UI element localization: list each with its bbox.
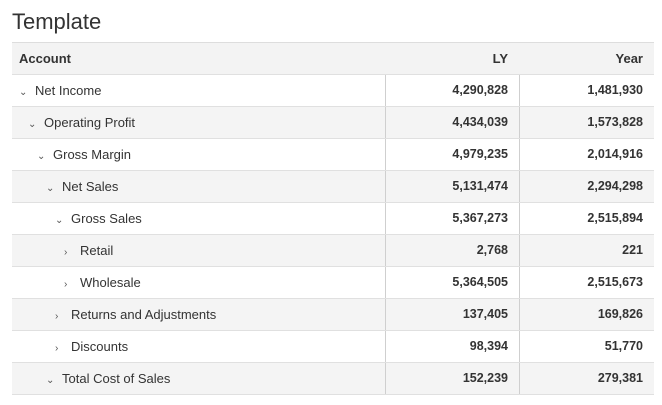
year-value: 279,381 [519, 363, 654, 394]
chevron-right-icon[interactable]: › [64, 247, 68, 258]
table-row[interactable]: ⌄ Net Income 4,290,828 1,481,930 [12, 75, 654, 107]
table-row[interactable]: ⌄ Net Sales 5,131,474 2,294,298 [12, 171, 654, 203]
account-cell: ⌄ Total Cost of Sales [12, 363, 385, 394]
table-row[interactable]: › Wholesale 5,364,505 2,515,673 [12, 267, 654, 299]
header-account[interactable]: Account [19, 51, 71, 66]
ly-value: 5,131,474 [385, 171, 519, 202]
year-value: 2,294,298 [519, 171, 654, 202]
account-cell: ⌄ Net Sales [12, 171, 385, 202]
table-row[interactable]: ⌄ Gross Sales 5,367,273 2,515,894 [12, 203, 654, 235]
chevron-down-icon[interactable]: ⌄ [46, 183, 55, 194]
ly-value: 5,367,273 [385, 203, 519, 234]
account-label: Returns and Adjustments [71, 307, 217, 322]
account-grid: Account LY Year ⌄ Net Income 4,290,828 1,… [12, 42, 654, 395]
year-value: 2,515,673 [519, 267, 654, 298]
account-cell: ⌄ Gross Margin [12, 139, 385, 170]
account-label: Retail [80, 243, 114, 258]
table-row[interactable]: ⌄ Total Cost of Sales 152,239 279,381 [12, 363, 654, 395]
header-ly[interactable]: LY [492, 51, 508, 66]
account-label: Discounts [71, 339, 129, 354]
account-label: Wholesale [80, 275, 141, 290]
account-label: Operating Profit [44, 115, 136, 130]
chevron-down-icon[interactable]: ⌄ [46, 375, 55, 386]
chevron-down-icon[interactable]: ⌄ [28, 119, 37, 130]
ly-value: 152,239 [385, 363, 519, 394]
table-row[interactable]: › Retail 2,768 221 [12, 235, 654, 267]
table-row[interactable]: › Discounts 98,394 51,770 [12, 331, 654, 363]
ly-value: 98,394 [385, 331, 519, 362]
table-row[interactable]: › Returns and Adjustments 137,405 169,826 [12, 299, 654, 331]
account-cell: ⌄ Operating Profit [12, 107, 385, 138]
chevron-right-icon[interactable]: › [64, 279, 68, 290]
chevron-down-icon[interactable]: ⌄ [19, 87, 28, 98]
account-label: Total Cost of Sales [62, 371, 171, 386]
page-title: Template [12, 9, 102, 34]
account-label: Gross Sales [71, 211, 142, 226]
year-value: 2,515,894 [519, 203, 654, 234]
account-cell: › Wholesale [12, 267, 385, 298]
header-year[interactable]: Year [615, 51, 643, 66]
account-cell: › Returns and Adjustments [12, 299, 385, 330]
account-cell: › Retail [12, 235, 385, 266]
ly-value: 137,405 [385, 299, 519, 330]
grid-header-row: Account LY Year [12, 43, 654, 75]
account-label: Net Sales [62, 179, 119, 194]
chevron-right-icon[interactable]: › [55, 343, 59, 354]
chevron-right-icon[interactable]: › [55, 311, 59, 322]
chevron-down-icon[interactable]: ⌄ [55, 215, 64, 226]
table-row[interactable]: ⌄ Operating Profit 4,434,039 1,573,828 [12, 107, 654, 139]
ly-value: 4,290,828 [385, 75, 519, 106]
ly-value: 4,979,235 [385, 139, 519, 170]
ly-value: 5,364,505 [385, 267, 519, 298]
account-label: Net Income [35, 83, 102, 98]
year-value: 169,826 [519, 299, 654, 330]
account-cell: ⌄ Gross Sales [12, 203, 385, 234]
year-value: 221 [519, 235, 654, 266]
year-value: 1,481,930 [519, 75, 654, 106]
table-row[interactable]: ⌄ Gross Margin 4,979,235 2,014,916 [12, 139, 654, 171]
year-value: 1,573,828 [519, 107, 654, 138]
account-label: Gross Margin [53, 147, 132, 162]
year-value: 51,770 [519, 331, 654, 362]
ly-value: 2,768 [385, 235, 519, 266]
chevron-down-icon[interactable]: ⌄ [37, 151, 46, 162]
account-cell: › Discounts [12, 331, 385, 362]
ly-value: 4,434,039 [385, 107, 519, 138]
account-cell: ⌄ Net Income [12, 75, 385, 106]
year-value: 2,014,916 [519, 139, 654, 170]
